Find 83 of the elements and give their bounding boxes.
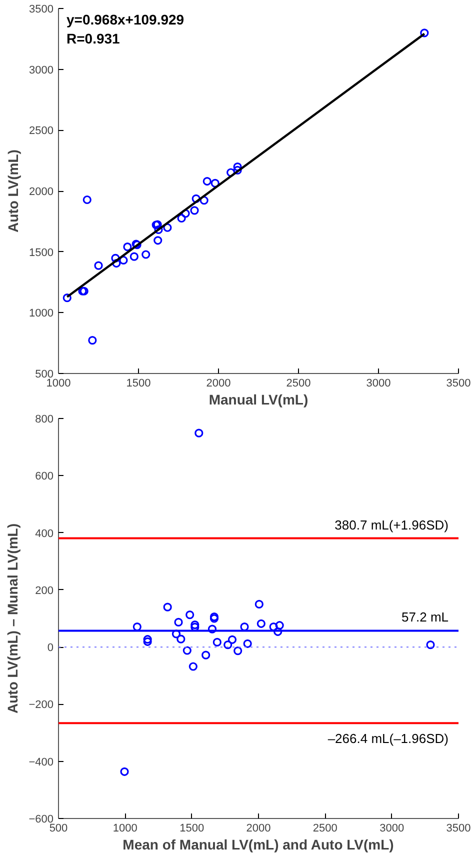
- y-tick-label: 800: [35, 414, 54, 426]
- point: [210, 612, 219, 622]
- point: [243, 639, 252, 648]
- ref-line-label: 57.2 mL: [402, 610, 449, 625]
- point: [119, 256, 128, 265]
- point: [88, 336, 97, 345]
- ref-line-label: –266.4 mL(–1.96SD): [328, 731, 449, 746]
- point: [120, 767, 129, 776]
- point: [176, 634, 186, 644]
- point: [163, 223, 172, 232]
- x-axis-title: Mean of Manual LV(mL) and Auto LV(mL): [122, 836, 394, 852]
- x-tick-label: 1500: [180, 822, 204, 834]
- point: [62, 294, 72, 302]
- x-tick-label: 3000: [366, 378, 391, 390]
- x-axis-title: Manual LV(mL): [208, 392, 308, 408]
- x-tick-label: 2000: [206, 378, 231, 390]
- y-tick-label: 1500: [29, 246, 54, 259]
- y-tick-label: 3500: [29, 4, 54, 16]
- point: [200, 196, 208, 205]
- point: [123, 242, 132, 252]
- y-tick-label: −200: [28, 699, 54, 712]
- y-tick-label: −400: [28, 756, 54, 768]
- point: [202, 176, 212, 186]
- y-tick-label: 400: [35, 528, 54, 540]
- point: [182, 646, 192, 655]
- point: [172, 630, 181, 638]
- y-tick-label: 3000: [29, 64, 54, 76]
- y-axis-title: Auto LV(mL): [5, 150, 22, 232]
- point: [274, 627, 282, 636]
- x-tick-label: 2500: [312, 822, 338, 834]
- x-tick-label: 3500: [446, 378, 471, 390]
- point: [190, 206, 199, 215]
- y-axis-title: Auto LV(mL) – Munal LV(mL): [4, 523, 21, 714]
- point: [82, 195, 92, 204]
- x-tick-label: 3000: [380, 822, 404, 834]
- y-tick-label: 600: [35, 470, 54, 483]
- annotation: R=0.931: [66, 30, 120, 46]
- y-tick-label: 0: [47, 642, 54, 654]
- x-tick-label: 1500: [126, 378, 151, 390]
- point: [143, 637, 152, 646]
- x-tick-label: 1000: [46, 378, 71, 390]
- point: [154, 236, 162, 245]
- x-tick-label: 2500: [286, 378, 311, 390]
- point: [210, 614, 219, 623]
- point: [142, 250, 150, 259]
- point: [254, 600, 264, 609]
- point: [228, 635, 237, 644]
- annotation: y=0.968x+109.929: [66, 12, 184, 28]
- point: [224, 640, 232, 650]
- y-tick-label: 2500: [29, 125, 54, 138]
- point: [143, 635, 152, 644]
- ref-line-label: 380.7 mL(+1.96SD): [334, 517, 449, 532]
- point: [233, 162, 242, 172]
- point: [94, 261, 103, 270]
- point: [202, 650, 210, 660]
- point: [163, 602, 172, 612]
- point: [234, 646, 242, 656]
- point: [112, 258, 121, 268]
- point: [174, 618, 183, 627]
- point: [210, 178, 220, 188]
- point: [192, 194, 200, 203]
- x-tick-label: 2000: [246, 822, 271, 834]
- point: [190, 620, 200, 630]
- point: [194, 428, 204, 438]
- y-tick-label: 200: [35, 584, 54, 597]
- y-tick-label: 2000: [29, 186, 54, 198]
- point: [256, 619, 266, 628]
- point: [188, 662, 198, 671]
- y-tick-label: 1000: [29, 308, 54, 320]
- point: [186, 610, 194, 620]
- point: [426, 640, 435, 650]
- point: [111, 254, 120, 262]
- point: [177, 214, 186, 223]
- point: [208, 624, 217, 634]
- x-tick-label: 1000: [112, 822, 138, 834]
- point: [212, 638, 222, 647]
- point: [130, 252, 138, 261]
- x-tick-label: 3500: [446, 822, 471, 834]
- point: [275, 621, 284, 630]
- point: [233, 166, 242, 174]
- point: [420, 28, 429, 38]
- x-tick-label: 500: [49, 822, 68, 834]
- point: [154, 225, 163, 234]
